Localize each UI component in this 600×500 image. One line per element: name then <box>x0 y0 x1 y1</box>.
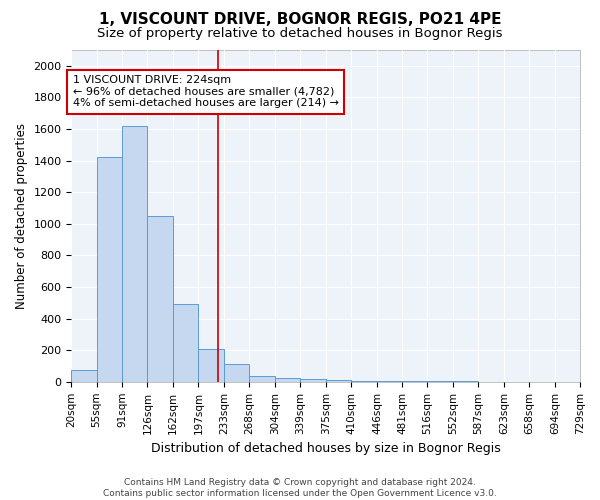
Bar <box>97 158 122 382</box>
Bar <box>250 376 275 382</box>
Bar <box>351 380 377 382</box>
X-axis label: Distribution of detached houses by size in Bognor Regis: Distribution of detached houses by size … <box>151 442 500 455</box>
Bar <box>199 350 224 382</box>
Bar <box>402 381 427 382</box>
Y-axis label: Number of detached properties: Number of detached properties <box>15 123 28 309</box>
Bar <box>173 304 199 382</box>
Bar <box>224 364 250 382</box>
Bar <box>122 126 148 382</box>
Bar <box>71 370 97 382</box>
Text: 1, VISCOUNT DRIVE, BOGNOR REGIS, PO21 4PE: 1, VISCOUNT DRIVE, BOGNOR REGIS, PO21 4P… <box>99 12 501 28</box>
Bar <box>275 378 300 382</box>
Bar <box>300 378 326 382</box>
Text: Size of property relative to detached houses in Bognor Regis: Size of property relative to detached ho… <box>97 28 503 40</box>
Bar <box>377 381 402 382</box>
Bar <box>326 380 351 382</box>
Bar <box>148 216 173 382</box>
Text: Contains HM Land Registry data © Crown copyright and database right 2024.
Contai: Contains HM Land Registry data © Crown c… <box>103 478 497 498</box>
Text: 1 VISCOUNT DRIVE: 224sqm
← 96% of detached houses are smaller (4,782)
4% of semi: 1 VISCOUNT DRIVE: 224sqm ← 96% of detach… <box>73 76 339 108</box>
